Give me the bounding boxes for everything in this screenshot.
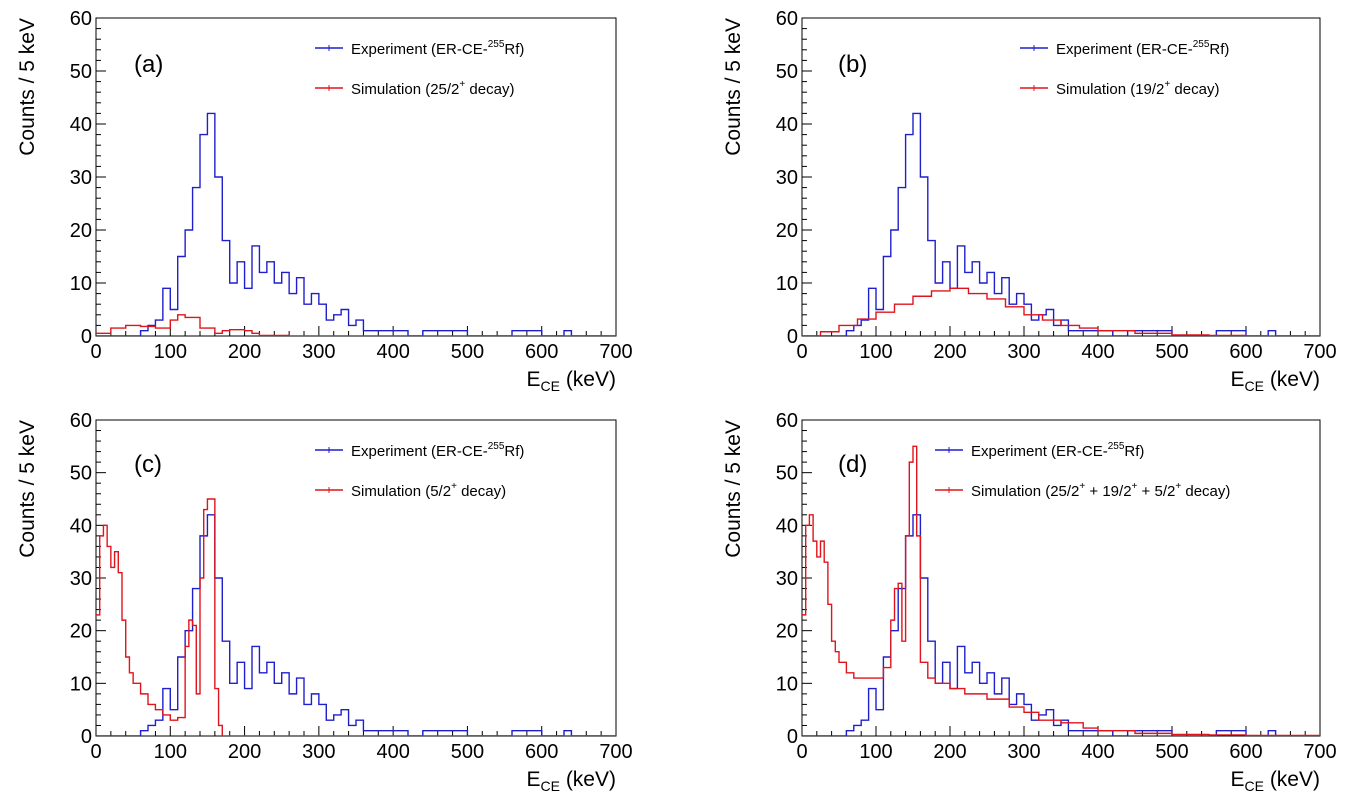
y-tick-label: 20	[776, 621, 798, 643]
x-tick-label: 600	[525, 341, 558, 363]
x-tick-label: 600	[1229, 741, 1262, 763]
y-tick-label: 50	[70, 61, 92, 83]
x-tick-label: 500	[1155, 741, 1188, 763]
x-tick-label: 100	[859, 341, 892, 363]
x-tick-label: 400	[1081, 741, 1114, 763]
x-tick-label: 300	[1007, 741, 1040, 763]
x-tick-label: 300	[1007, 341, 1040, 363]
y-tick-label: 40	[776, 114, 798, 136]
x-tick-label: 100	[154, 741, 187, 763]
y-tick-label: 60	[70, 8, 92, 30]
plot-frame	[95, 17, 617, 337]
panel-label: (c)	[134, 451, 162, 478]
plot-frame	[95, 419, 617, 737]
y-axis-label: Counts / 5 keV	[722, 18, 745, 156]
x-tick-label: 700	[1303, 741, 1336, 763]
x-tick-label: 0	[90, 341, 101, 363]
x-tick-label: 400	[1081, 341, 1114, 363]
x-tick-label: 200	[933, 341, 966, 363]
x-tick-label: 100	[154, 341, 187, 363]
legend-entry: Simulation (25/2+ decay)	[351, 79, 514, 98]
y-tick-label: 10	[776, 673, 798, 695]
x-tick-label: 600	[1229, 341, 1262, 363]
x-tick-label: 700	[599, 341, 632, 363]
simulation-series-line	[802, 445, 1320, 736]
y-tick-label: 30	[776, 167, 798, 189]
chart-panel-4: 0 100 200 300 400 500 600 700 0 10 20 30 40 50 60 ECE (…	[722, 410, 1337, 794]
experiment-series-line	[96, 514, 616, 736]
legend-entry: Experiment (ER-CE-255Rf)	[351, 39, 524, 58]
y-tick-label: 40	[70, 114, 92, 136]
y-tick-label: 50	[776, 61, 798, 83]
x-tick-label: 600	[525, 741, 558, 763]
x-tick-label: 500	[451, 341, 484, 363]
x-axis-label: ECE (keV)	[527, 768, 616, 792]
y-tick-label: 0	[787, 326, 798, 348]
y-tick-label: 0	[81, 726, 92, 748]
plot-frame	[801, 419, 1321, 737]
panel-label: (d)	[838, 451, 867, 478]
simulation-series-line	[802, 287, 1320, 336]
simulation-series-line	[96, 498, 616, 736]
y-tick-label: 10	[70, 673, 92, 695]
x-tick-label: 200	[228, 741, 261, 763]
y-tick-label: 10	[776, 273, 798, 295]
y-tick-label: 0	[787, 726, 798, 748]
y-tick-label: 50	[70, 463, 92, 485]
legend-entry: Simulation (19/2+ decay)	[1056, 79, 1219, 98]
simulation-series-line	[96, 314, 616, 336]
experiment-series-line	[802, 112, 1320, 336]
y-tick-label: 30	[776, 568, 798, 590]
x-tick-label: 400	[376, 341, 409, 363]
x-tick-label: 100	[859, 741, 892, 763]
experiment-series-line	[802, 514, 1320, 736]
y-tick-label: 60	[776, 8, 798, 30]
x-tick-label: 500	[1155, 341, 1188, 363]
y-tick-label: 40	[776, 515, 798, 537]
x-tick-label: 200	[228, 341, 261, 363]
x-axis-label: ECE (keV)	[527, 368, 616, 394]
y-tick-label: 50	[776, 463, 798, 485]
x-axis-label: ECE (keV)	[1231, 368, 1320, 394]
chart-panel-1: 0 100 200 300 400 500 600 700 0 10 20 30 40 50 60 ECE (…	[16, 8, 633, 394]
chart-panel-3: 0 100 200 300 400 500 600 700 0 10 20 30 40 50 60 ECE (…	[16, 410, 633, 794]
x-tick-label: 700	[1303, 341, 1336, 363]
x-tick-label: 300	[302, 341, 335, 363]
y-tick-label: 40	[70, 515, 92, 537]
x-tick-label: 0	[796, 741, 807, 763]
legend-entry: Experiment (ER-CE-255Rf)	[971, 441, 1144, 460]
panel-label: (b)	[838, 51, 867, 78]
y-tick-label: 20	[70, 621, 92, 643]
x-tick-label: 700	[599, 741, 632, 763]
y-tick-label: 10	[70, 273, 92, 295]
y-axis-label: Counts / 5 keV	[16, 420, 39, 558]
x-axis-label: ECE (keV)	[1231, 768, 1320, 792]
x-tick-label: 200	[933, 741, 966, 763]
plot-frame	[801, 17, 1321, 337]
y-tick-label: 20	[776, 220, 798, 242]
panel-label: (a)	[134, 51, 163, 78]
chart-panel-2: 0 100 200 300 400 500 600 700 0 10 20 30 40 50 60 ECE (…	[722, 8, 1337, 394]
experiment-series-line	[96, 112, 616, 336]
x-tick-label: 0	[796, 341, 807, 363]
y-tick-label: 30	[70, 167, 92, 189]
legend-entry: Simulation (5/2+ decay)	[351, 481, 506, 500]
legend-entry: Experiment (ER-CE-255Rf)	[351, 441, 524, 460]
legend-entry: Experiment (ER-CE-255Rf)	[1056, 39, 1229, 58]
y-tick-label: 60	[776, 410, 798, 432]
x-tick-label: 300	[302, 741, 335, 763]
y-tick-label: 60	[70, 410, 92, 432]
y-tick-label: 30	[70, 568, 92, 590]
y-tick-label: 0	[81, 326, 92, 348]
x-tick-label: 500	[451, 741, 484, 763]
x-tick-label: 400	[376, 741, 409, 763]
y-tick-label: 20	[70, 220, 92, 242]
x-tick-label: 0	[90, 741, 101, 763]
y-axis-label: Counts / 5 keV	[722, 420, 745, 558]
y-axis-label: Counts / 5 keV	[16, 18, 39, 156]
legend-entry: Simulation (25/2+ + 19/2+ + 5/2+ decay)	[971, 481, 1230, 500]
